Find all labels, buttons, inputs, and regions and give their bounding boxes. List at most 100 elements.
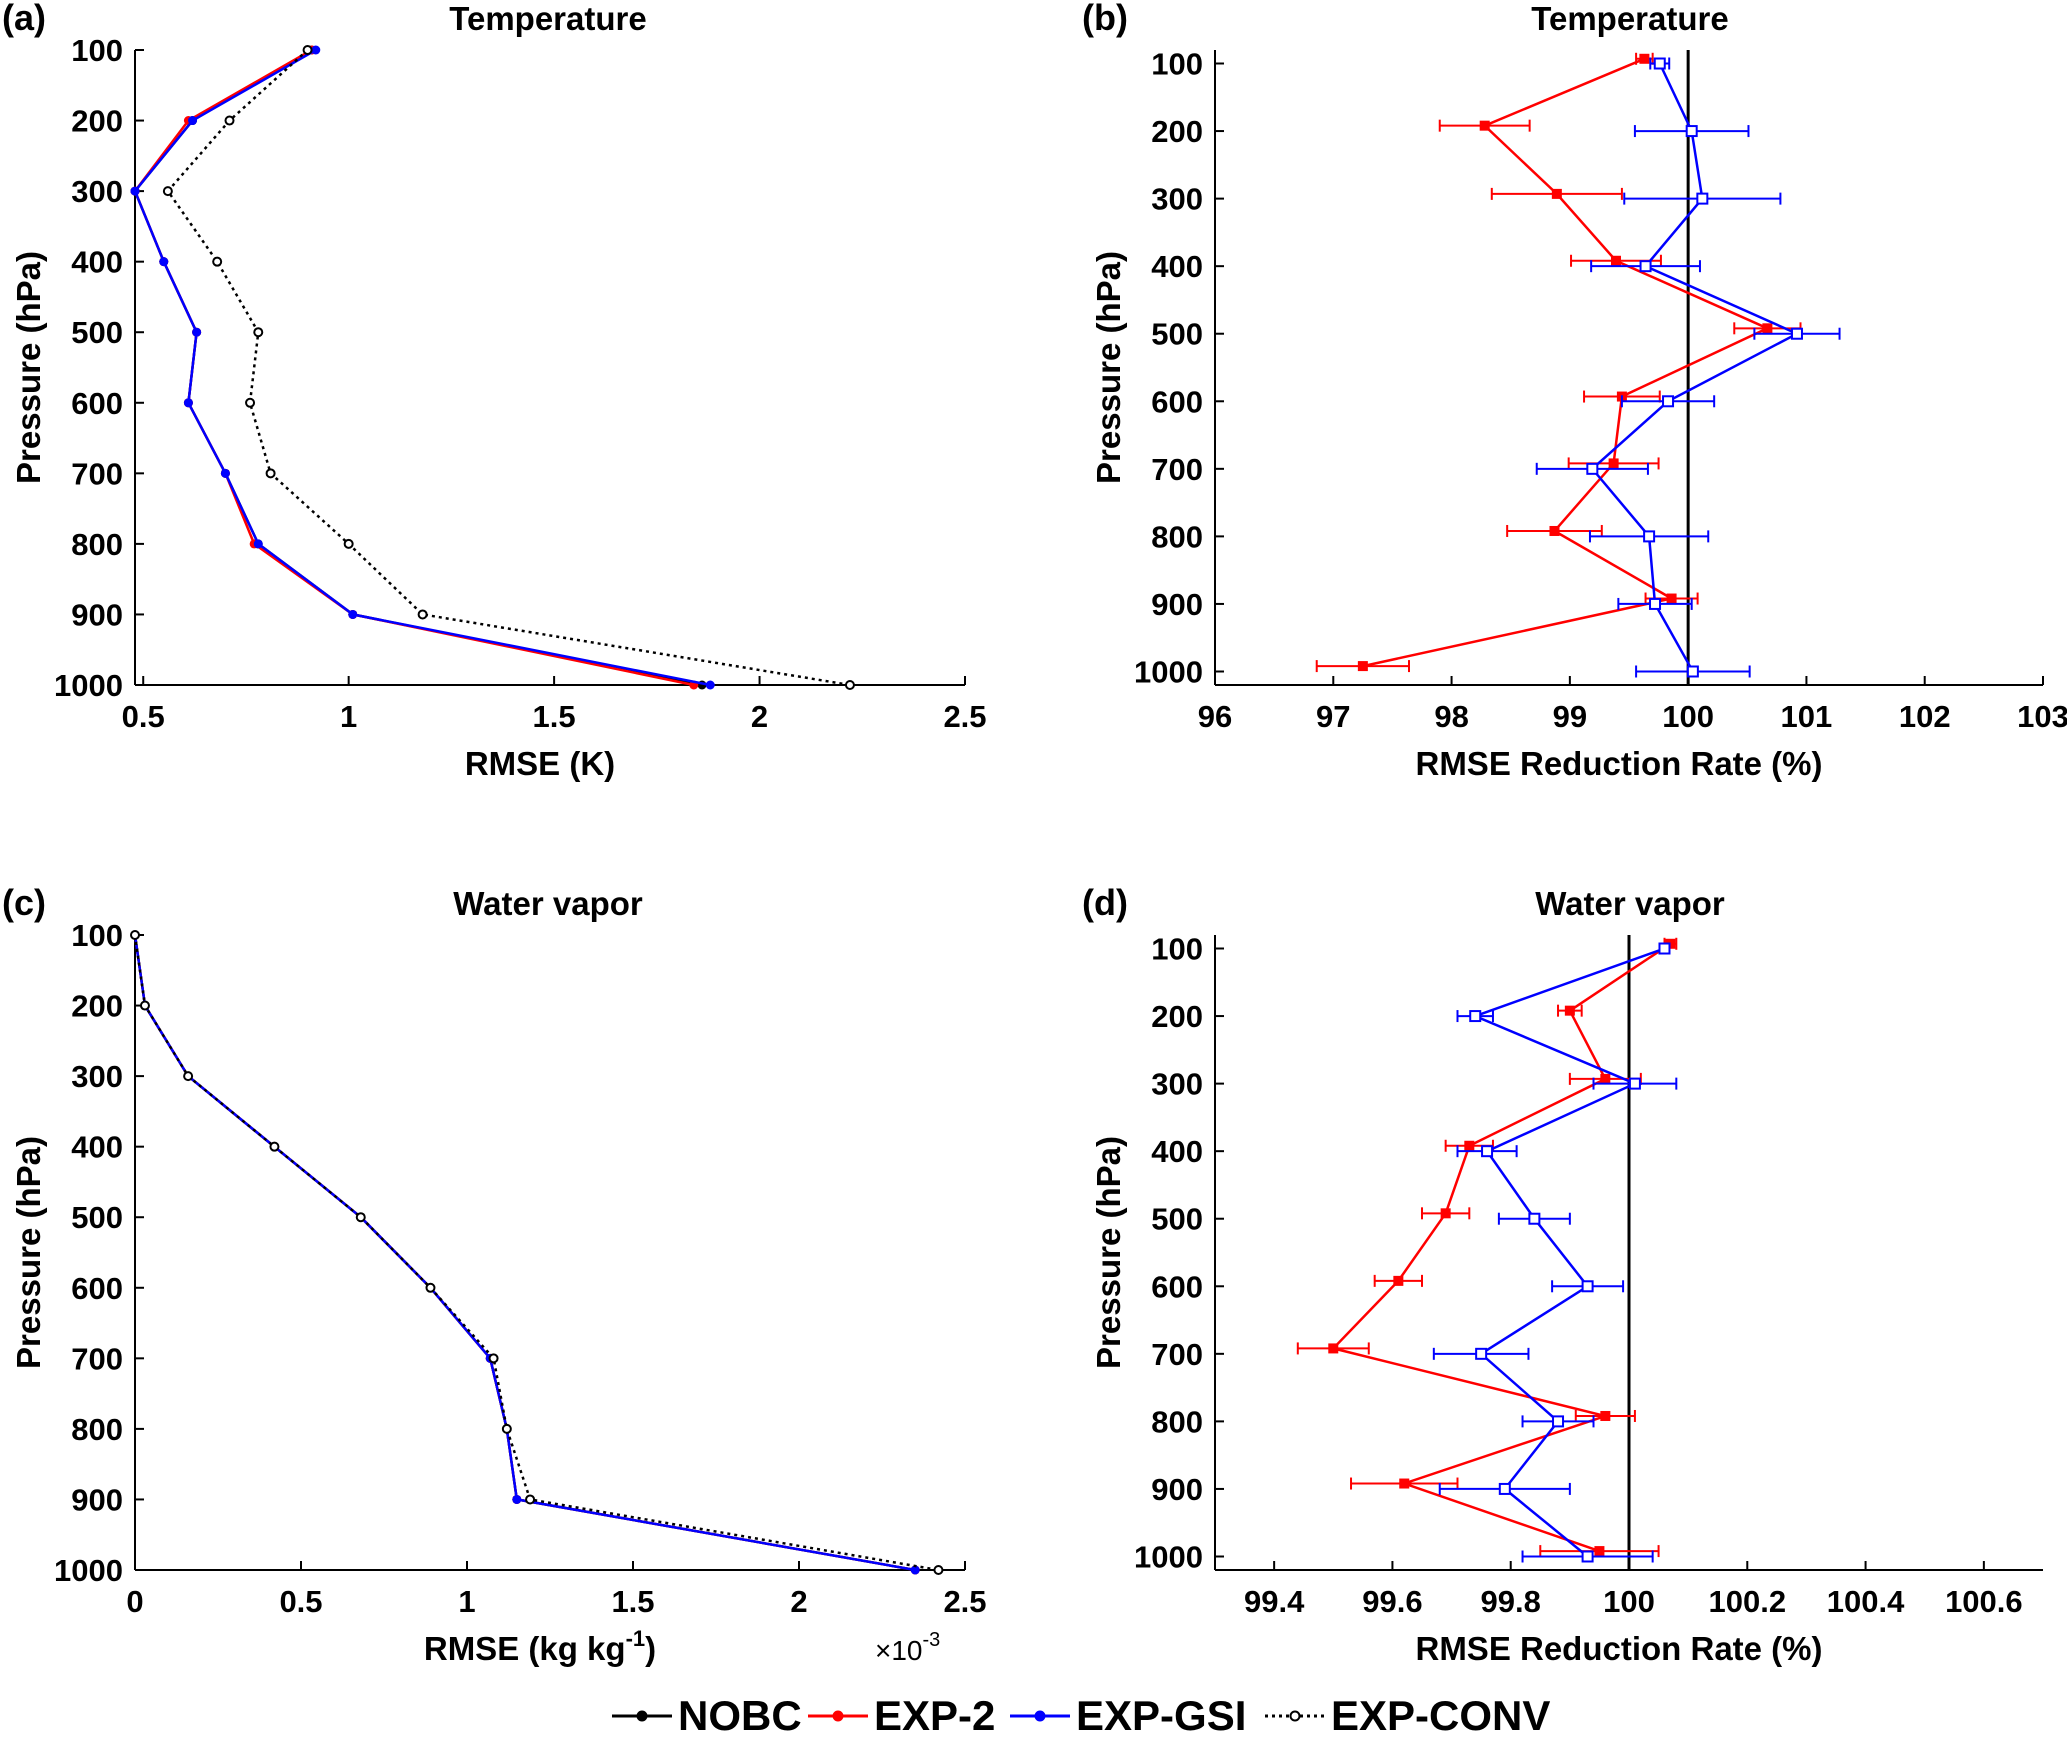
- y-tick-label: 600: [71, 386, 123, 421]
- x-tick-label: 2: [751, 699, 768, 734]
- legend-item-nobc: NOBC: [612, 1692, 802, 1739]
- data-point: [1628, 1077, 1641, 1090]
- legend-label: EXP-CONV: [1331, 1692, 1550, 1739]
- y-tick-label: 900: [71, 1482, 123, 1517]
- x-tick-label: 99: [1553, 699, 1587, 734]
- x-axis-title-main: RMSE Reduction Rate (%): [1415, 745, 1822, 782]
- data-point: [417, 609, 428, 620]
- data-point: [1639, 260, 1652, 273]
- series-line: [133, 48, 711, 687]
- series-line: [1362, 57, 1771, 668]
- y-tick-label: 800: [71, 527, 123, 562]
- data-point: [1790, 327, 1803, 340]
- x-axis-title-suffix: ): [645, 1630, 656, 1667]
- y-tick-label: 500: [1151, 1202, 1203, 1237]
- data-point: [525, 1494, 536, 1505]
- y-tick-label: 400: [1151, 249, 1203, 284]
- series-line: [133, 934, 916, 1572]
- data-point: [1528, 1212, 1541, 1225]
- data-point: [183, 1071, 194, 1082]
- series-line: [133, 934, 939, 1572]
- data-point: [1762, 323, 1773, 334]
- legend-item-exp-conv: EXP-CONV: [1265, 1692, 1550, 1739]
- x-tick-label: 1.5: [611, 1584, 654, 1619]
- panel-letter: (b): [1082, 0, 1128, 38]
- x-axis-title-superscript: -1: [626, 1626, 646, 1651]
- data-point: [1662, 395, 1675, 408]
- y-tick-label: 900: [1151, 1472, 1203, 1507]
- data-point: [348, 609, 358, 619]
- data-point: [212, 256, 223, 267]
- x-multiplier-base: ×10: [875, 1635, 923, 1666]
- data-point: [1475, 1347, 1488, 1360]
- x-tick-label: 2.5: [943, 1584, 986, 1619]
- panel-title: Water vapor: [1535, 885, 1725, 922]
- data-point: [1658, 942, 1671, 955]
- legend-marker: [1034, 1710, 1046, 1722]
- y-tick-label: 700: [71, 456, 123, 491]
- data-point: [130, 930, 140, 940]
- y-tick-label: 1000: [1134, 654, 1203, 689]
- x-tick-label: 1.5: [533, 699, 576, 734]
- data-point: [844, 680, 855, 690]
- data-point: [1399, 1478, 1410, 1489]
- y-tick-label: 1000: [1134, 1539, 1203, 1574]
- y-tick-label: 100: [71, 33, 123, 68]
- series-exp-2: [130, 930, 920, 1575]
- series-exp-conv: [130, 930, 944, 1575]
- series-line: [166, 49, 851, 687]
- data-point: [501, 1423, 512, 1434]
- data-point: [1594, 1546, 1605, 1557]
- panel-title: Temperature: [1531, 0, 1728, 37]
- y-tick-label: 200: [71, 989, 123, 1024]
- x-tick-label: 100.6: [1945, 1584, 2023, 1619]
- x-tick-label: 96: [1198, 699, 1232, 734]
- x-tick-label: 98: [1434, 699, 1468, 734]
- data-point: [1600, 1073, 1611, 1084]
- data-point: [1564, 1005, 1575, 1016]
- y-tick-label: 600: [1151, 1269, 1203, 1304]
- x-tick-label: 103: [2017, 699, 2067, 734]
- data-point: [1581, 1550, 1594, 1563]
- x-tick-label: 99.8: [1481, 1584, 1541, 1619]
- x-tick-label: 100: [1662, 699, 1714, 734]
- y-tick-label: 900: [71, 597, 123, 632]
- x-axis-title: RMSE (K): [465, 745, 615, 782]
- y-tick-label: 300: [71, 1059, 123, 1094]
- legend-marker: [1289, 1710, 1301, 1722]
- data-point: [220, 468, 230, 478]
- y-tick-label: 1000: [54, 668, 123, 703]
- legend-item-exp-2: EXP-2: [808, 1692, 995, 1739]
- series-exp-2: [1315, 52, 1802, 673]
- y-tick-label: 200: [1151, 999, 1203, 1034]
- y-tick-label: 800: [71, 1412, 123, 1447]
- x-tick-label: 102: [1899, 699, 1951, 734]
- x-tick-label: 2: [790, 1584, 807, 1619]
- data-point: [1481, 1145, 1494, 1158]
- y-tick-label: 100: [1151, 932, 1203, 967]
- series-exp-2: [130, 45, 699, 690]
- data-point: [188, 116, 198, 126]
- data-point: [512, 1494, 522, 1504]
- data-point: [224, 115, 235, 126]
- y-tick-label: 800: [1151, 519, 1203, 554]
- data-point: [130, 186, 140, 196]
- data-point: [1639, 53, 1650, 64]
- y-tick-label: 700: [71, 1341, 123, 1376]
- legend-label: NOBC: [678, 1692, 802, 1739]
- x-axis-title: RMSE (kg kg-1): [424, 1626, 656, 1667]
- x-tick-label: 0.5: [122, 699, 165, 734]
- x-axis-title-main: RMSE (kg kg: [424, 1630, 626, 1667]
- data-point: [269, 1141, 280, 1152]
- data-point: [1653, 57, 1666, 70]
- data-point: [933, 1565, 944, 1575]
- data-point: [488, 1353, 499, 1364]
- data-point: [1464, 1140, 1475, 1151]
- y-tick-label: 200: [71, 104, 123, 139]
- data-point: [311, 45, 321, 55]
- data-point: [705, 680, 715, 690]
- data-point: [1608, 458, 1619, 469]
- data-point: [1649, 597, 1662, 610]
- x-tick-label: 100.4: [1827, 1584, 1905, 1619]
